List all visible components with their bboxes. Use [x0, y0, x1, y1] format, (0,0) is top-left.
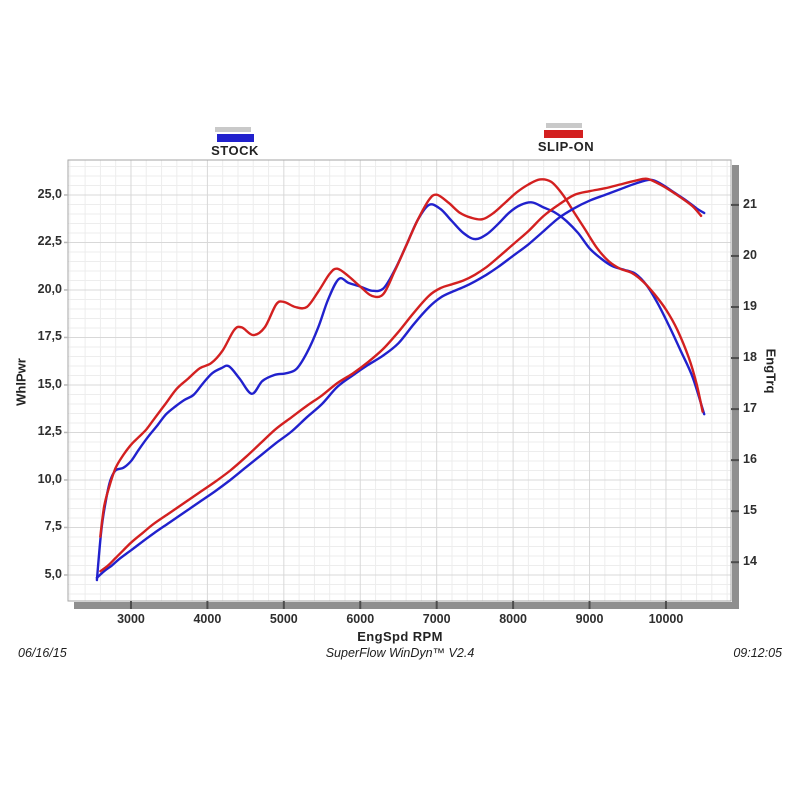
x-axis-tick-label: 10000	[648, 612, 684, 626]
x-axis-tick-label: 5000	[269, 612, 298, 626]
right-axis-tick-label: 20	[743, 247, 757, 262]
x-axis-tick-label: 7000	[422, 612, 451, 626]
x-axis-tick-label: 4000	[193, 612, 222, 626]
left-axis-tick-label: 15,0	[37, 376, 62, 391]
legend-stock-swatch	[217, 134, 254, 142]
x-axis-tick-label: 6000	[346, 612, 375, 626]
left-axis-tick-label: 20,0	[37, 281, 62, 296]
grid-major	[68, 160, 731, 601]
right-axis-tick-label: 17	[743, 401, 757, 416]
legend-slip-on: SLIP-ON	[534, 116, 598, 158]
legend-stock-shadow-bar	[215, 127, 251, 132]
axis-ticks	[64, 194, 739, 609]
x-axis-tick-label: 3000	[117, 612, 145, 626]
plot-border	[67, 159, 732, 602]
report-time: 09:12:05	[733, 646, 782, 660]
right-axis-title: EngTrq	[763, 348, 779, 394]
right-axis-tick-label: 14	[743, 554, 757, 569]
left-axis-tick-label: 25,0	[37, 186, 62, 201]
legend-slip-on-label: SLIP-ON	[537, 139, 595, 154]
curve-slip-on-engtrq	[99, 178, 704, 538]
right-axis-tick-label: 16	[743, 452, 757, 467]
x-axis-title: EngSpd RPM	[357, 629, 443, 644]
left-axis-tick-label: 10,0	[37, 471, 62, 486]
left-axis-tick-label: 5,0	[44, 566, 62, 581]
left-axis-tick-label: 22,5	[37, 234, 62, 249]
x-axis-tick-label: 9000	[575, 612, 604, 626]
left-axis-tick-label: 17,5	[37, 329, 62, 344]
legend-stock: STOCK	[205, 120, 265, 162]
left-axis-tick-label: 12,5	[37, 424, 62, 439]
plot-shadow	[74, 165, 739, 609]
report-date: 06/16/15	[18, 646, 67, 660]
left-axis-tick-label: 7,5	[44, 519, 62, 534]
legend-stock-label: STOCK	[211, 143, 259, 158]
curves	[95, 177, 706, 582]
curve-slip-on-whlpwr	[99, 177, 703, 573]
right-axis-tick-label: 21	[743, 196, 757, 211]
right-axis-tick-label: 18	[743, 350, 757, 365]
right-axis-tick-label: 15	[743, 503, 757, 518]
curve-stock-engtrq	[95, 201, 706, 582]
right-axis-tick-label: 19	[743, 299, 757, 313]
legend-slip-on-swatch	[544, 130, 583, 138]
curve-stock-whlpwr	[95, 178, 706, 579]
legend-slip-on-shadow-bar	[546, 123, 582, 128]
x-axis-tick-label: 8000	[499, 612, 527, 626]
software-version: SuperFlow WinDyn™ V2.4	[325, 646, 475, 660]
